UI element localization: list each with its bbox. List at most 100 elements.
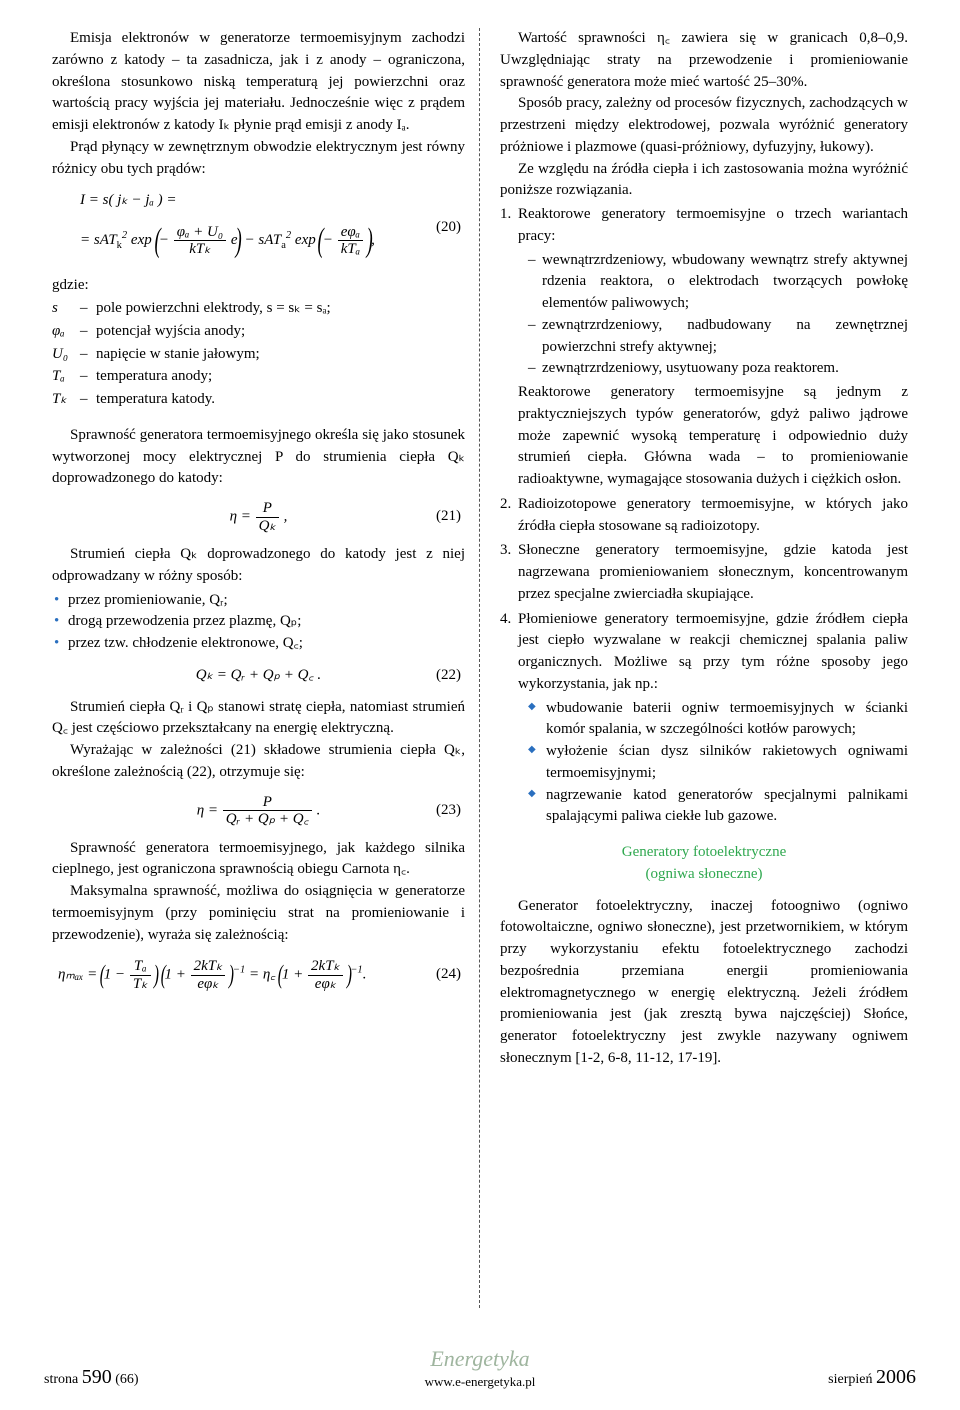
- para: Prąd płynący w zewnętrznym obwodzie elek…: [52, 137, 465, 181]
- dash: –: [80, 321, 96, 343]
- eq-lhs: η =: [197, 802, 218, 818]
- frac-num: 2kTₖ: [308, 958, 343, 976]
- equation-21: η = PQₖ , (21): [52, 500, 465, 534]
- frac-den: Tₖ: [130, 976, 151, 993]
- text: drogą przewodzenia przez plazmę, Qₚ;: [68, 613, 301, 629]
- item-number: 4.: [500, 609, 511, 631]
- dash: –: [80, 366, 96, 388]
- list-item: 1. Reaktorowe generatory termoemisyjne o …: [500, 204, 908, 491]
- text: Wyrażając w zależności (21) składowe str…: [52, 742, 465, 780]
- brand-logo: Energetyka: [425, 1343, 536, 1375]
- numbered-list: 1. Reaktorowe generatory termoemisyjne o …: [500, 204, 908, 828]
- right-column: Wartość sprawności η꜀ zawiera się w gran…: [480, 28, 916, 1308]
- eq-line: = sATk2 exp (− φₐ + U₀kTₖ e) − sATa2 exp…: [80, 216, 465, 265]
- text: wyłożenie ścian dysz silników rakietowyc…: [546, 743, 908, 781]
- eq-number: (22): [436, 665, 461, 687]
- item-number: 2.: [500, 494, 511, 516]
- eq-line: I = s( jₖ − jₐ ) =: [80, 190, 465, 212]
- text: Strumień ciepła Qᵣ i Qₚ stanowi stratę c…: [52, 699, 465, 737]
- footer-url: www.e-energetyka.pl: [425, 1373, 536, 1392]
- equation-24: ηₘₐₓ = (1 − TₐTₖ ) (1 + 2kTₖeφₖ )−1 = η꜀…: [58, 956, 465, 994]
- page-footer: strona 590 (66) Energetyka www.e-energet…: [44, 1363, 916, 1392]
- text: Maksymalna sprawność, możliwa do osiągni…: [52, 883, 465, 943]
- text: zewnątrzrdzeniowy, usytuowany poza reakt…: [542, 360, 839, 376]
- equation-22: Qₖ = Qᵣ + Qₚ + Q꜀ . (22): [52, 665, 465, 687]
- text: zewnątrzrdzeniowy, nadbudowany na zewnęt…: [542, 317, 908, 355]
- frac-den: Qₖ: [256, 518, 279, 535]
- list-item: wyłożenie ścian dysz silników rakietowyc…: [528, 741, 908, 785]
- txt: napięcie w stanie jałowym;: [96, 344, 465, 366]
- eq-text: I = s( jₖ − jₐ ) =: [80, 192, 177, 208]
- footer-left: strona 590 (66): [44, 1363, 139, 1392]
- list-item: wewnątrzrdzeniowy, wbudowany wewnątrz st…: [528, 250, 908, 315]
- date-label: sierpień: [828, 1372, 872, 1387]
- text: przez promieniowanie, Qᵣ;: [68, 592, 228, 608]
- where-row: Tₐ–temperatura anody;: [52, 366, 465, 388]
- eq-number: (24): [436, 964, 461, 986]
- date-year: 2006: [876, 1366, 916, 1388]
- text: Sposób pracy, zależny od procesów fizycz…: [500, 95, 908, 155]
- frac-den: Qᵣ + Qₚ + Q꜀: [223, 811, 312, 828]
- sym: φₐ: [52, 321, 80, 343]
- heading-line: Generatory fotoelektryczne: [500, 842, 908, 864]
- dash-sublist: wewnątrzrdzeniowy, wbudowany wewnątrz st…: [528, 250, 908, 381]
- diamond-sublist: wbudowanie baterii ogniw termoemisyjnych…: [528, 698, 908, 829]
- frac-num: Tₐ: [130, 958, 151, 976]
- frac-den: eφₖ: [308, 976, 343, 993]
- where-row: Tₖ–temperatura katody.: [52, 389, 465, 411]
- frac-den: kTₐ: [338, 241, 363, 258]
- para: Maksymalna sprawność, możliwa do osiągni…: [52, 881, 465, 946]
- where-label: gdzie:: [52, 275, 465, 297]
- dash: –: [80, 344, 96, 366]
- para: Ze względu na źródła ciepła i ich zastos…: [500, 159, 908, 203]
- dash: –: [80, 298, 96, 320]
- where-row: φₐ–potencjał wyjścia anody;: [52, 321, 465, 343]
- eq-lhs: η =: [230, 508, 251, 524]
- list-item: 3.Słoneczne generatory termoemisyjne, gd…: [500, 540, 908, 605]
- frac-num: P: [256, 500, 279, 518]
- item-number: 1.: [500, 204, 511, 226]
- frac-den: eφₖ: [191, 976, 226, 993]
- frac-num: eφₐ: [338, 224, 363, 242]
- list-item: 2. Radioizotopowe generatory termoemisyjn…: [500, 494, 908, 538]
- text: Strumień ciepła Qₖ doprowadzonego do kat…: [52, 546, 465, 584]
- sym: U₀: [52, 344, 80, 366]
- page-sub: (66): [115, 1372, 138, 1387]
- text: Radioizotopowe generatory termoemisyjne,…: [518, 496, 908, 534]
- para: Emisja elektronów w generatorze termoemi…: [52, 28, 465, 137]
- text: Reaktorowe generatory termoemisyjne są j…: [518, 382, 908, 491]
- text: Płomieniowe generatory termoemisyjne, gd…: [518, 611, 908, 692]
- eq-number: (20): [436, 217, 461, 239]
- equation-20: I = s( jₖ − jₐ ) = = sATk2 exp (− φₐ + U…: [80, 190, 465, 265]
- left-column: Emisja elektronów w generatorze termoemi…: [44, 28, 480, 1308]
- frac-num: P: [223, 794, 312, 812]
- eq-number: (21): [436, 506, 461, 528]
- frac-num: 2kTₖ: [191, 958, 226, 976]
- text: wewnątrzrdzeniowy, wbudowany wewnątrz st…: [542, 252, 908, 312]
- para: Generator fotoelektryczny, inaczej fotoo…: [500, 896, 908, 1070]
- eq-text: Qₖ = Qᵣ + Qₚ + Q꜀ .: [196, 667, 321, 683]
- txt: potencjał wyjścia anody;: [96, 321, 465, 343]
- text: Reaktorowe generatory termoemisyjne o tr…: [518, 206, 908, 244]
- page-number: 590: [82, 1366, 112, 1388]
- para: Sprawność generatora termoemisyjnego, ja…: [52, 838, 465, 882]
- where-list: s–pole powierzchni elektrody, s = sₖ = s…: [52, 298, 465, 411]
- list-item: przez promieniowanie, Qᵣ;: [52, 590, 465, 612]
- text: Sprawność generatora termoemisyjnego okr…: [52, 427, 465, 487]
- eq-number: (23): [436, 800, 461, 822]
- frac-num: φₐ + U₀: [174, 224, 226, 242]
- list-item: wbudowanie baterii ogniw termoemisyjnych…: [528, 698, 908, 742]
- para: Sprawność generatora termoemisyjnego okr…: [52, 425, 465, 490]
- heading-line: (ogniwa słoneczne): [500, 864, 908, 886]
- list-item: zewnątrzrdzeniowy, usytuowany poza reakt…: [528, 358, 908, 380]
- sym: Tₖ: [52, 389, 80, 411]
- where-row: s–pole powierzchni elektrody, s = sₖ = s…: [52, 298, 465, 320]
- text: Prąd płynący w zewnętrznym obwodzie elek…: [52, 139, 465, 177]
- text: Generator fotoelektryczny, inaczej fotoo…: [500, 898, 908, 1066]
- eq-mid: = η꜀: [249, 967, 276, 983]
- section-heading: Generatory fotoelektryczne (ogniwa słone…: [500, 842, 908, 886]
- text: Sprawność generatora termoemisyjnego, ja…: [52, 840, 465, 878]
- para: Sposób pracy, zależny od procesów fizycz…: [500, 93, 908, 158]
- page-label: strona: [44, 1372, 78, 1387]
- text: Słoneczne generatory termoemisyjne, gdzi…: [518, 542, 908, 602]
